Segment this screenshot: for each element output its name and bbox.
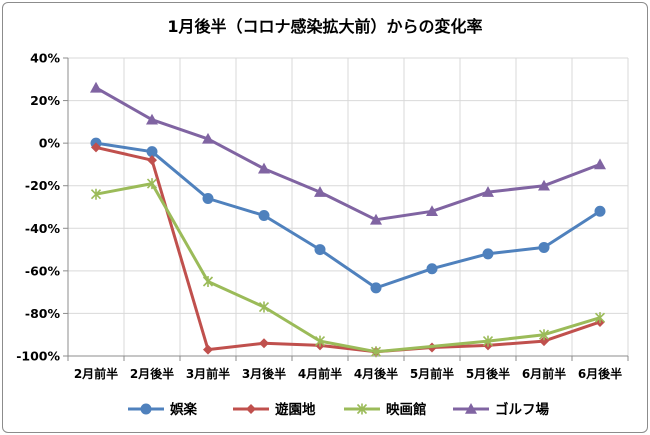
data-point [370,282,382,294]
data-point [538,329,550,341]
series-映画館 [90,178,606,358]
data-point [90,188,102,200]
x-tick-label: 2月前半 [74,366,118,381]
series-line [95,145,601,354]
x-tick-label: 4月前半 [298,366,342,381]
y-tick-label: -40% [25,221,61,236]
data-point [539,336,549,347]
data-point [146,113,158,125]
legend-item: 映画館 [344,401,427,418]
y-axis-ticks: 40% 20% 0% -20% -40% -60% -80% -100% [16,51,68,364]
data-point [370,346,382,358]
legend-label: 遊園地 [275,401,316,418]
data-point [314,335,326,347]
data-point [146,178,158,190]
data-point [538,179,550,191]
data-point [146,146,158,158]
data-point [91,142,101,153]
legend-item: 遊園地 [233,401,316,418]
data-point [482,186,494,197]
data-point [258,301,270,313]
data-point [258,210,270,222]
y-tick-label: -20% [25,178,61,193]
x-tick-label: 5月前半 [410,366,454,381]
data-point [594,312,606,324]
data-point [426,263,438,275]
y-tick-label: 40% [30,51,60,66]
legend-item: ゴルフ場 [453,401,549,418]
x-tick-label: 6月後半 [578,366,622,381]
legend: 娯楽 遊園地 映画館 ゴルフ場 [128,401,549,418]
x-tick-label: 5月後半 [466,366,510,381]
series-line [95,141,601,290]
data-point [314,186,326,197]
x-tick-label: 4月後半 [354,366,398,381]
data-point [203,344,213,355]
legend-marker [246,404,256,414]
y-tick-label: -60% [25,263,61,278]
data-point [90,81,102,93]
series-line [95,86,601,222]
data-point [482,248,494,260]
data-point [482,335,494,347]
chart-title: 1月後半（コロナ感染拡大前）からの変化率 [167,17,482,36]
series-group [90,81,606,358]
y-tick-label: 0% [39,136,61,151]
data-point [258,162,270,174]
data-point [259,338,269,349]
legend-marker [465,403,477,414]
data-point [426,205,438,217]
legend-label: 映画館 [386,401,427,418]
data-point [370,213,382,225]
x-tick-label: 2月後半 [130,366,174,381]
y-tick-label: 20% [30,93,60,108]
data-point [202,132,214,144]
y-tick-label: -80% [25,306,61,321]
data-point [594,158,606,170]
data-point [147,155,157,166]
legend-marker [140,403,152,415]
x-tick-label: 6月前半 [522,366,566,381]
x-axis-ticks: 2月前半 2月後半 3月前半 3月後半 4月前半 4月後半 5月前半 5月後半 6月前半 6月後半 [67,356,629,381]
data-point [202,192,214,204]
data-point [594,205,606,217]
y-tick-label: -100% [16,349,60,364]
data-point [202,276,214,287]
legend-item: 娯楽 [128,401,197,418]
x-tick-label: 3月前半 [186,366,230,381]
data-point [314,244,326,256]
data-point [538,241,550,253]
legend-marker [356,403,368,415]
x-tick-label: 3月後半 [242,366,286,381]
legend-label: 娯楽 [170,401,197,418]
series-ゴルフ場 [90,81,606,225]
legend-label: ゴルフ場 [495,401,549,418]
